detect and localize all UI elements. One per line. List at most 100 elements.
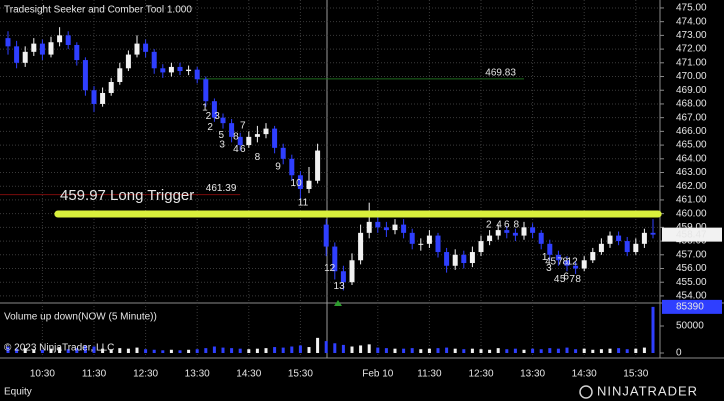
x-tick-label: 11:30 [82,369,107,380]
volume-bar [419,349,423,353]
count-label: 2 [206,111,212,122]
volume-bar [574,349,578,353]
count-label: 1 [542,252,548,263]
candle-body [117,68,123,83]
y-tick-label: 462.00 [676,181,707,192]
candle-body [358,232,364,261]
volume-bar [453,348,457,353]
last-volume-box [662,299,722,314]
volume-bar [238,348,242,353]
x-tick-label: 10:30 [30,369,55,380]
volume-bar [479,349,483,353]
volume-bar [556,348,560,353]
candle-body [246,136,252,146]
candle-body [332,246,338,272]
volume-bar [608,348,612,353]
candle-body [74,44,80,61]
volume-bar [126,348,130,353]
count-label: 7 [240,121,246,132]
plot-layer: 454.00455.00456.00457.00458.00459.00460.… [0,0,722,380]
volume-bar [255,348,259,353]
count-label: 3 [546,263,552,274]
candle-body [48,42,54,55]
y-tick-label: 469.00 [676,85,707,96]
y-tick-label: 466.00 [676,126,707,137]
volume-bar [307,347,311,353]
candle-body [297,175,303,189]
volume-bar [384,348,388,353]
volume-bar [445,347,449,353]
candle-body [151,51,157,69]
volume-bar [359,345,363,353]
candle-body [521,227,527,236]
candle-body [65,35,71,45]
volume-bar [83,345,87,353]
candle-body [375,221,381,228]
x-tick-label: 13:30 [520,369,545,380]
candle-body [168,66,174,73]
candle-body [22,51,28,63]
volume-bar [436,348,440,353]
brand-logo: NINJATRADER [579,383,697,399]
volume-bar [513,348,517,353]
candle-body [383,227,389,231]
volume-bar [66,349,70,353]
last-volume-label: 85390 [676,302,704,313]
x-tick-label: 15:30 [623,369,648,380]
candle-body [555,254,561,261]
candle-body [581,260,587,269]
count-label: 2 [486,219,492,230]
volume-bar [40,349,44,353]
count-label: 5 [550,256,556,267]
volume-bar [582,348,586,353]
candle-body [598,243,604,253]
candle-body [401,224,407,233]
candle-body [452,254,458,266]
candle-body [14,46,20,63]
candle-body [624,241,630,253]
count-label: 7 [569,274,575,285]
count-label: 10 [291,178,303,189]
candle-body [349,260,355,283]
candle-body [512,232,518,236]
last-price-label: 458.47 [676,229,707,240]
trigger-label: 459.97 Long Trigger [60,187,194,204]
count-label: 8 [562,256,568,267]
count-label: 5 [560,274,566,285]
y-tick-label: 464.00 [676,153,707,164]
x-tick-label: 14:30 [236,369,261,380]
candle-body [108,82,114,93]
candle-body [487,235,493,242]
volume-bar [23,348,27,353]
candle-body [469,252,475,264]
candle-body [229,123,235,137]
volume-bar [212,346,216,353]
count-label: 6 [240,144,246,155]
signal-marker [334,300,342,306]
candle-body [426,235,432,244]
y-tick-label: 475.00 [676,3,707,14]
candle-body [280,147,286,159]
candle-body [160,68,166,73]
candle-body [125,54,131,69]
count-label: 12 [324,263,336,274]
volume-bar [625,349,629,353]
volume-bar [531,348,535,353]
count-label: 4 [545,256,551,267]
y-tick-label: 456.00 [676,263,707,274]
volume-bar [178,350,182,353]
volume-bar [651,306,655,353]
candle-body [5,38,11,47]
count-label: 8 [255,152,261,163]
count-label: 11 [298,197,309,208]
count-label: 6 [563,271,569,282]
candle-body [82,60,88,91]
logo-icon [579,385,593,399]
count-label: 3 [214,111,220,122]
volume-bar [316,337,320,353]
candle-body [211,101,217,118]
volume-bar [341,344,345,353]
candle-body [177,66,183,72]
candle-body [57,35,63,43]
